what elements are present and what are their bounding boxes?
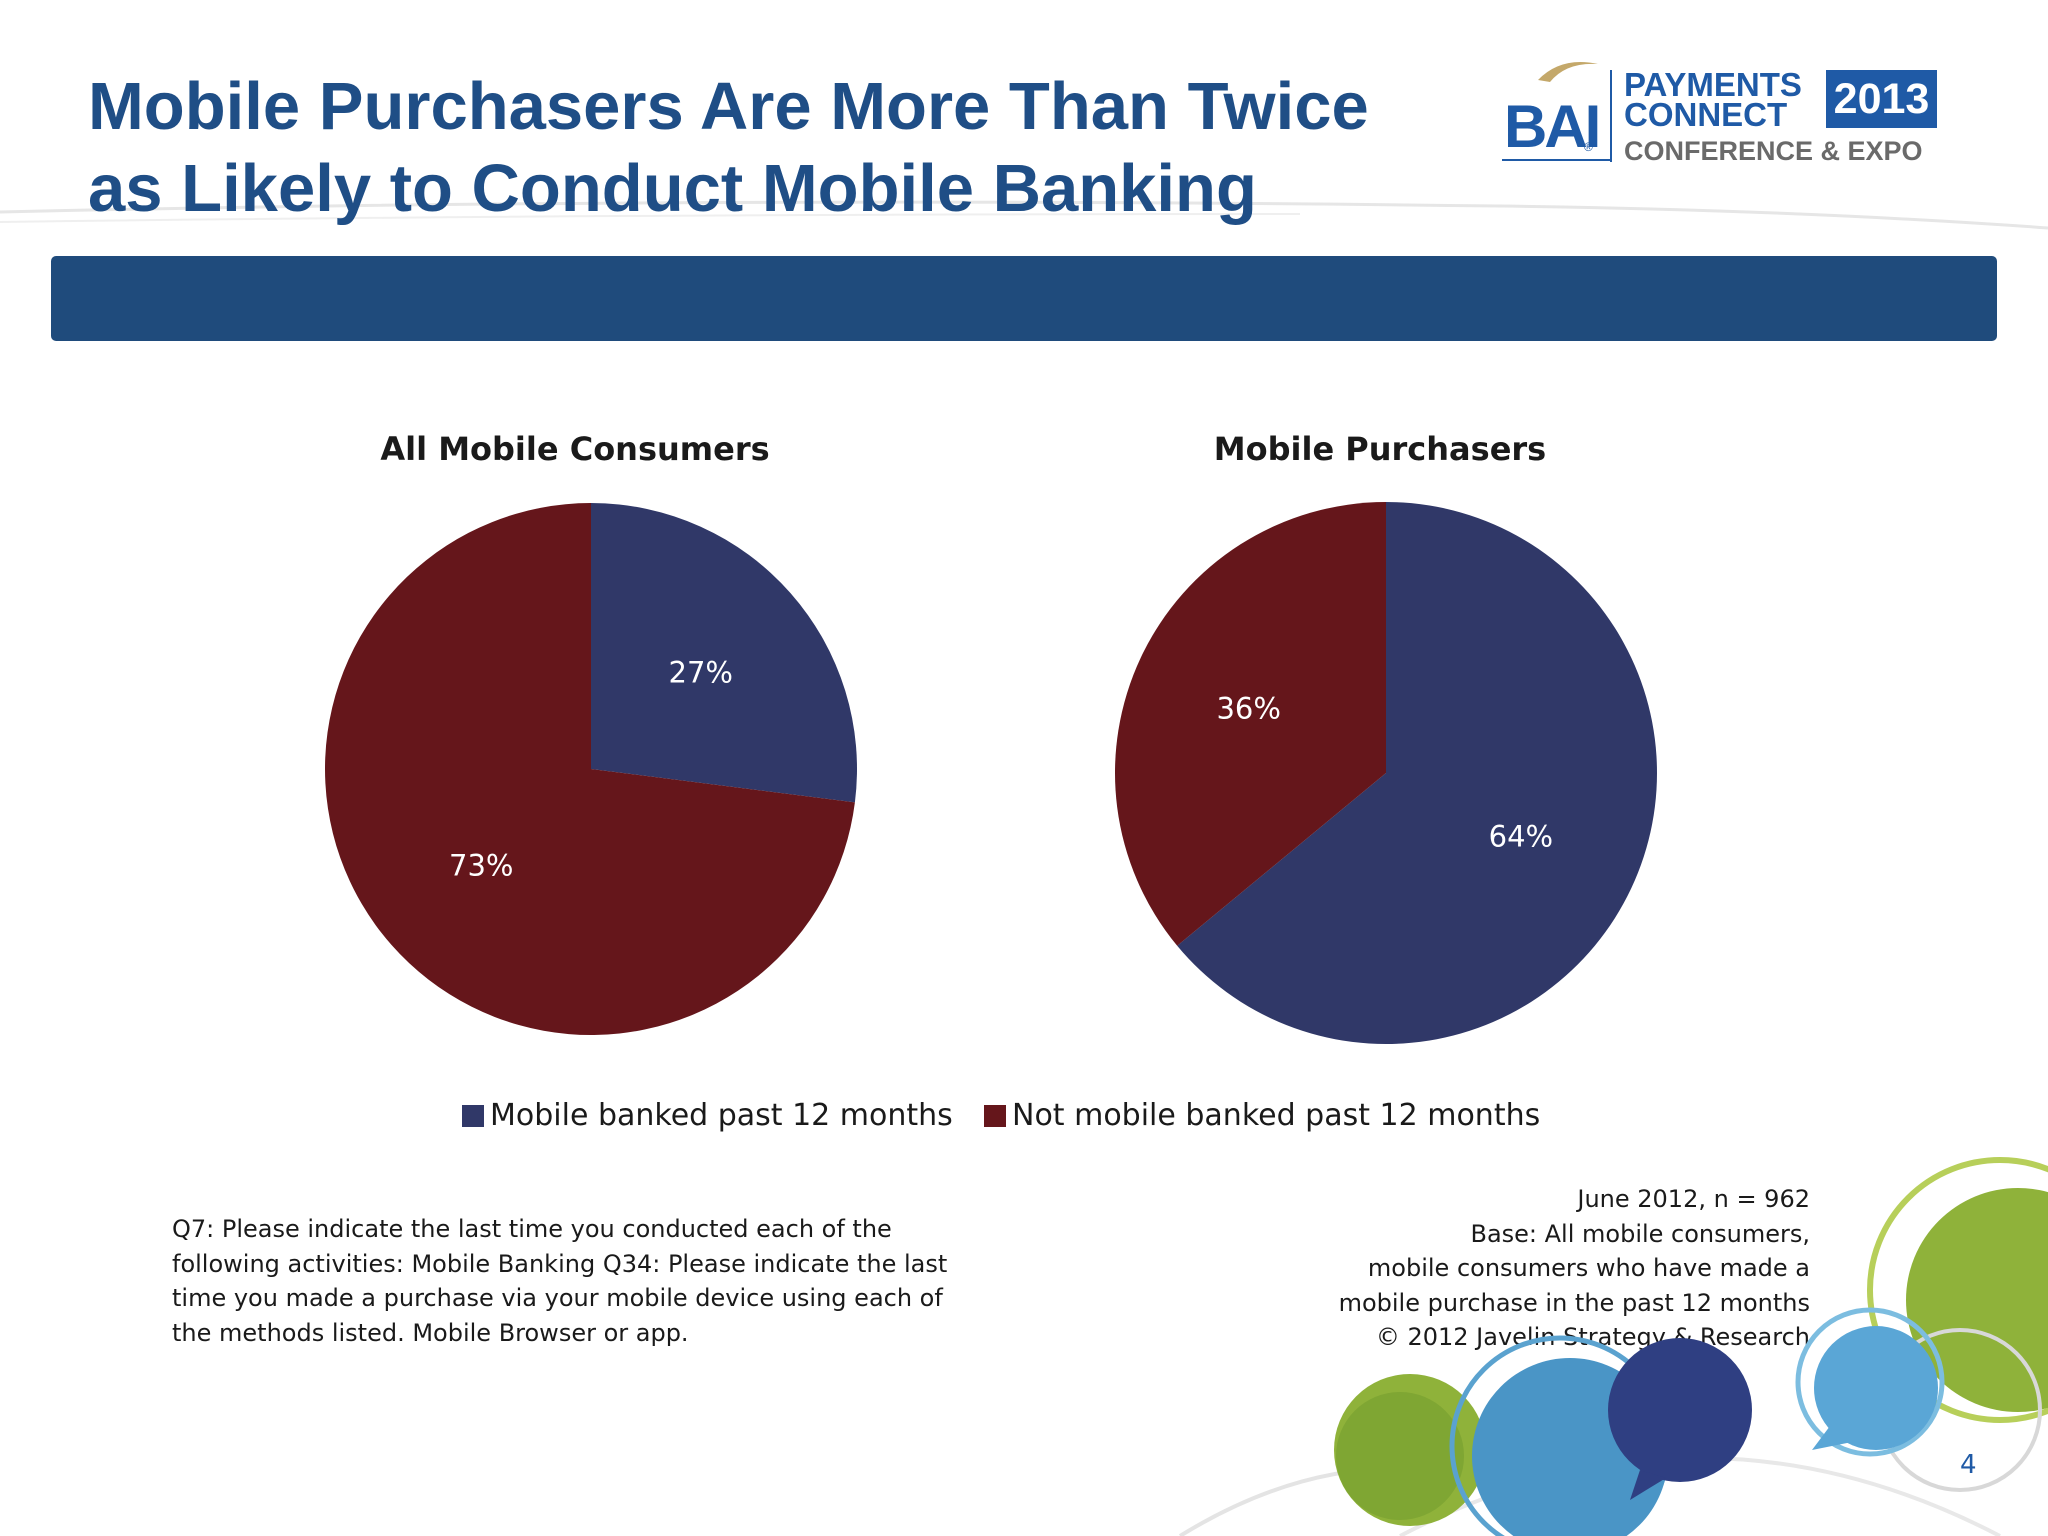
pie-slice-0-0 [591,503,858,803]
source-line: Base: All mobile consumers, [1470,1219,1810,1248]
logo-swash-icon [1538,62,1598,82]
logo-brand: BAI [1504,93,1601,160]
logo-divider [1610,70,1612,162]
pie-slice-1-1 [1114,502,1386,946]
pie-data-label-0-1: 73% [449,849,513,883]
question-footnote: Q7: Please indicate the last time you co… [172,1212,952,1350]
pie-data-label-0-0: 27% [669,655,733,689]
legend-label-not-mobile-banked: Not mobile banked past 12 months [1012,1098,1541,1133]
pie-slice-0-1 [325,502,855,1035]
logo-registered: ® [1584,140,1593,154]
question-line: following activities: Mobile Banking Q34… [172,1249,948,1278]
source-line: mobile consumers who have made a [1367,1254,1810,1282]
legend-item-not-mobile-banked: Not mobile banked past 12 months [984,1098,1540,1133]
logo-underline [1502,159,1612,161]
logo-line2: CONNECT [1624,96,1788,133]
source-footnote: June 2012, n = 962 Base: All mobile cons… [1250,1182,1810,1355]
page-number: 4 [1960,1450,1977,1480]
legend-item-mobile-banked: Mobile banked past 12 months [462,1098,953,1133]
logo-year: 2013 [1826,70,1937,128]
header-band [51,256,1997,341]
question-line: the methods listed. Mobile Browser or ap… [172,1318,689,1347]
source-line: mobile purchase in the past 12 months [1338,1288,1810,1317]
legend-swatch-not-mobile-banked [984,1104,1006,1127]
bai-payments-connect-logo: BAI ® PAYMENTS CONNECT 2013 CONFERENCE &… [1496,52,1946,172]
pie-data-label-1-0: 64% [1489,819,1553,853]
speech-bubbles-decoration [1178,1157,2048,1536]
source-line: © 2012 Javelin Strategy & Research [1375,1323,1810,1351]
source-line: June 2012, n = 962 [1577,1185,1810,1213]
slide-title-line1: Mobile Purchasers Are More Than Twice [88,69,1369,144]
logo-line3: CONFERENCE & EXPO [1624,136,1923,166]
pie-title-mobile-purchasers: Mobile Purchasers [1213,430,1547,468]
logo-line1: PAYMENTS [1624,66,1802,103]
pie-slice-1-0 [1177,502,1658,1044]
legend-swatch-mobile-banked [462,1104,484,1127]
legend-label-mobile-banked: Mobile banked past 12 months [490,1098,953,1133]
pie-data-label-1-1: 36% [1216,691,1280,725]
question-line: time you made a purchase via your mobile… [172,1284,943,1312]
header-swoosh [0,200,2048,230]
slide-title: Mobile Purchasers Are More Than Twice as… [88,66,1468,230]
slide-title-line2: as Likely to Conduct Mobile Banking [88,151,1257,226]
pie-title-all-consumers: All Mobile Consumers [380,430,770,468]
question-line: Q7: Please indicate the last time you co… [172,1215,892,1243]
